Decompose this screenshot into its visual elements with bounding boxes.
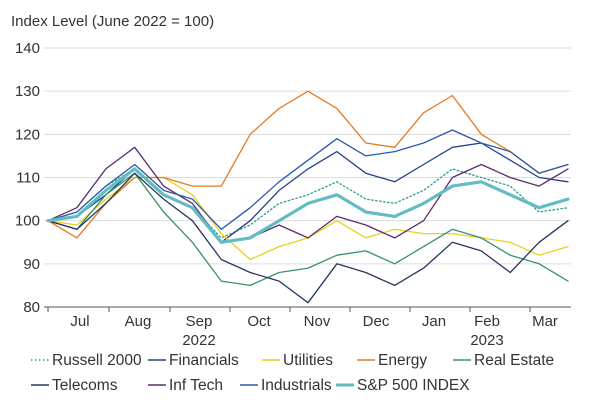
x-tick-label-dec: Dec [363,313,390,330]
legend-label: Inf Tech [169,377,223,394]
legend-item-s-p-500-index: S&P 500 INDEX [336,377,470,394]
y-tick-label: 90 [23,256,40,273]
legend-label: Energy [378,352,427,369]
x-year-label: 2023 [470,332,503,349]
legend: Russell 2000 Financials Utilities Energy Rea… [31,352,554,394]
legend-item-telecoms: Telecoms [31,377,118,394]
legend-label: Industrials [261,377,332,394]
x-year-label: 2022 [182,332,215,349]
series-line-inf-tech [47,146,569,243]
series-line-russell-2000 [47,168,569,239]
legend-label: Telecoms [52,377,118,394]
x-axis-tick-labels: Jul Aug Sep Oct Nov Dec Jan Feb Mar 2022 2023 [70,313,558,349]
x-tick-label-feb: Feb [474,313,500,330]
legend-item-energy: Energy [357,352,427,369]
x-tick-label-oct: Oct [247,313,271,330]
y-tick-label: 100 [15,213,40,230]
series-line-energy [47,90,569,239]
y-tick-label: 120 [15,126,40,143]
x-tick-label-jul: Jul [70,313,89,330]
x-tick-label-aug: Aug [125,313,152,330]
series-line-industrials [47,129,569,230]
y-tick-label: 140 [15,40,40,57]
series-line-s-p-500-index [46,167,570,244]
legend-item-industrials: Industrials [240,377,332,394]
x-tick-label-mar: Mar [532,313,558,330]
legend-item-real-estate: Real Estate [453,352,554,369]
series-lines [46,90,570,304]
legend-item-financials: Financials [148,352,239,369]
y-axis-tick-labels: 80 90 100 110 120 130 140 [15,40,40,316]
series-line-telecoms [47,172,569,304]
legend-label: Financials [169,352,239,369]
x-tick-label-sep: Sep [186,313,213,330]
legend-label: Real Estate [474,352,554,369]
legend-item-inf-tech: Inf Tech [148,377,223,394]
legend-label: Utilities [283,352,333,369]
legend-item-utilities: Utilities [262,352,333,369]
chart-title: Index Level (June 2022 = 100) [11,13,214,30]
legend-label: Russell 2000 [52,352,142,369]
series-line-utilities [47,176,569,261]
x-tick-label-jan: Jan [422,313,446,330]
legend-label: S&P 500 INDEX [357,377,470,394]
y-tick-label: 80 [23,299,40,316]
y-tick-label: 130 [15,83,40,100]
x-tick-label-nov: Nov [304,313,331,330]
legend-item-russell-2000: Russell 2000 [31,352,142,369]
series-line-real-estate [47,172,569,287]
series-line-financials [47,142,569,243]
y-tick-label: 110 [16,170,40,187]
x-axis-ticks [47,307,531,312]
